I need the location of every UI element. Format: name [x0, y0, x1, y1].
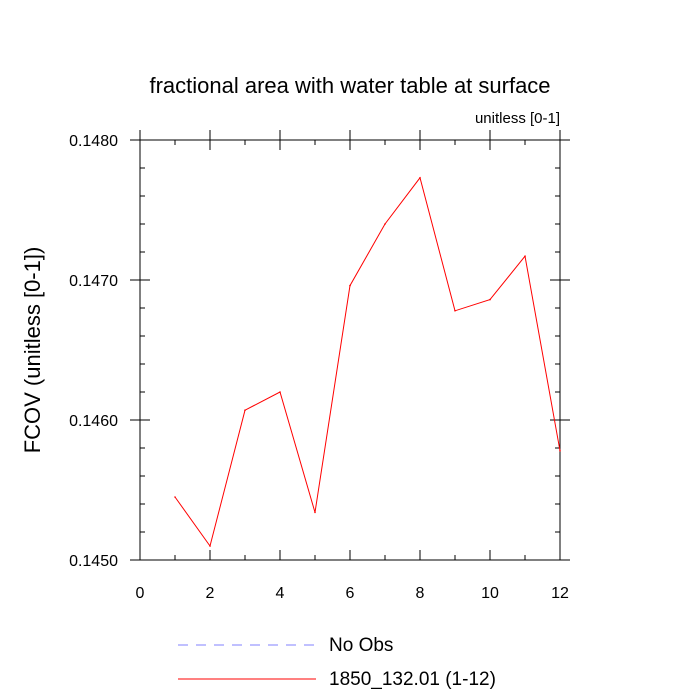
data-point [454, 310, 456, 312]
data-point [279, 391, 281, 393]
legend-label: 1850_132.01 (1-12) [329, 669, 496, 690]
plot-area [174, 176, 561, 548]
data-point [524, 255, 526, 257]
series-line [174, 176, 561, 548]
data-point [349, 284, 351, 287]
data-point [209, 545, 211, 547]
y-tick-label: 0.1470 [69, 273, 118, 290]
x-tick-label: 0 [136, 585, 145, 602]
axis-tick-labels: 0 2 4 6 8 10 12 0.1450 0.1460 0.1470 0.1480 [69, 133, 569, 602]
data-point [314, 511, 316, 514]
data-point [419, 177, 421, 179]
data-point [174, 496, 176, 498]
axis-ticks [130, 130, 570, 561]
x-tick-label: 8 [416, 585, 425, 602]
data-point [244, 409, 246, 412]
chart-title: fractional area with water table at surf… [149, 73, 550, 98]
x-tick-label: 6 [346, 585, 355, 602]
x-tick-label: 4 [276, 585, 285, 602]
x-tick-label: 10 [481, 585, 499, 602]
legend-label: No Obs [329, 635, 393, 656]
x-tick-label: 2 [206, 585, 215, 602]
chart-subtitle: unitless [0-1] [475, 110, 560, 127]
y-axis-label: FCOV (unitless [0-1]) [20, 247, 45, 454]
plot-frame [139, 139, 561, 561]
y-tick-label: 0.1450 [69, 553, 118, 570]
data-point [489, 298, 491, 301]
data-point [384, 223, 386, 225]
data-point [559, 450, 561, 452]
y-tick-label: 0.1480 [69, 133, 118, 150]
y-tick-label: 0.1460 [69, 413, 118, 430]
legend: No Obs 1850_132.01 (1-12) [178, 635, 496, 690]
x-tick-label: 12 [551, 585, 569, 602]
